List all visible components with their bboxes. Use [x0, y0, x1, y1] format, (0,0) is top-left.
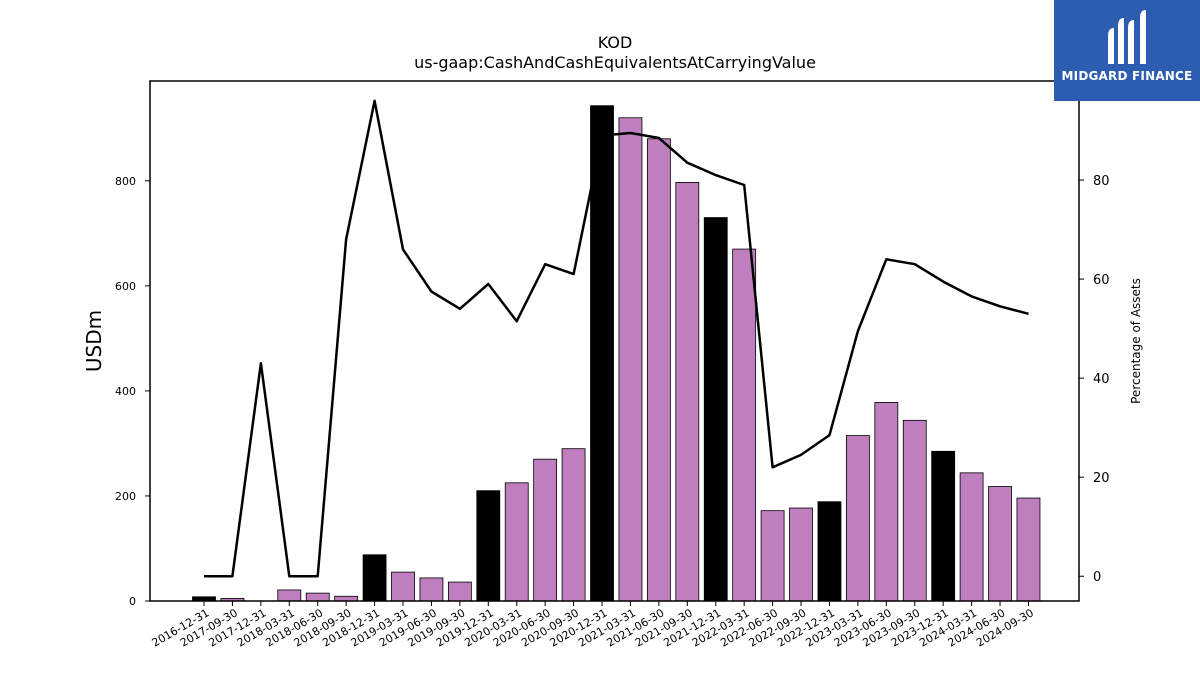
chart-subtitle: us-gaap:CashAndCashEquivalentsAtCarrying… [414, 53, 816, 72]
logo-mark-icon [1108, 10, 1146, 64]
bar-2019-09-30 [447, 581, 472, 602]
bar-2021-03-31 [618, 117, 643, 602]
line-series-percentage [204, 99, 1029, 578]
bar-2020-03-31 [504, 482, 529, 602]
bar-2021-09-30 [675, 181, 700, 602]
y-axis-right: 0 20 40 60 80 [1079, 174, 1110, 585]
y-tick-label: 400 [115, 385, 136, 398]
y2-tick-label: 20 [1093, 471, 1110, 486]
y-axis-left: 0 200 400 600 800 [115, 175, 150, 608]
logo-text: MIDGARD FINANCE [1061, 69, 1193, 83]
bar-2023-09-30 [902, 419, 927, 602]
bar-2020-06-30 [533, 458, 558, 602]
bar-2021-06-30 [646, 138, 671, 602]
bar-2022-06-30 [760, 510, 785, 602]
y-tick-label: 800 [115, 175, 136, 188]
y-tick-label: 200 [115, 490, 136, 503]
x-axis: 2016-12-312017-09-302017-12-312018-03-31… [150, 601, 1036, 650]
bar-2018-03-31 [277, 589, 302, 602]
bar-2020-09-30 [561, 448, 586, 602]
bar-2019-03-31 [391, 571, 415, 602]
bar-2024-09-30 [1016, 497, 1041, 602]
bar-2022-09-30 [789, 507, 813, 602]
bar-2018-12-31 [362, 554, 387, 602]
bar-2019-12-31 [476, 490, 501, 602]
bar-2021-12-31 [703, 217, 728, 602]
bar-2019-06-30 [419, 577, 444, 602]
y-tick-label: 0 [129, 595, 136, 608]
y2-tick-label: 40 [1093, 372, 1110, 387]
y2-tick-label: 60 [1093, 273, 1110, 288]
bar-2024-06-30 [988, 486, 1012, 602]
bar-2023-03-31 [845, 435, 870, 602]
bar-2022-03-31 [732, 248, 757, 602]
chart-title: KOD [598, 33, 633, 52]
bar-2023-06-30 [874, 402, 899, 602]
bars-group [192, 105, 1041, 602]
bar-2024-03-31 [959, 472, 984, 602]
y-axis-label: USDm [82, 310, 106, 372]
bar-2018-06-30 [305, 592, 330, 602]
line-group [204, 99, 1029, 578]
y2-tick-label: 80 [1093, 174, 1110, 189]
y-tick-label: 600 [115, 280, 136, 293]
y2-axis-label: Percentage of Assets [1129, 278, 1143, 404]
plot-frame [149, 80, 1080, 602]
y2-tick-label: 0 [1093, 570, 1101, 585]
brand-logo: MIDGARD FINANCE [1054, 0, 1200, 101]
bar-2022-12-31 [817, 501, 842, 602]
bar-2023-12-31 [931, 450, 956, 602]
